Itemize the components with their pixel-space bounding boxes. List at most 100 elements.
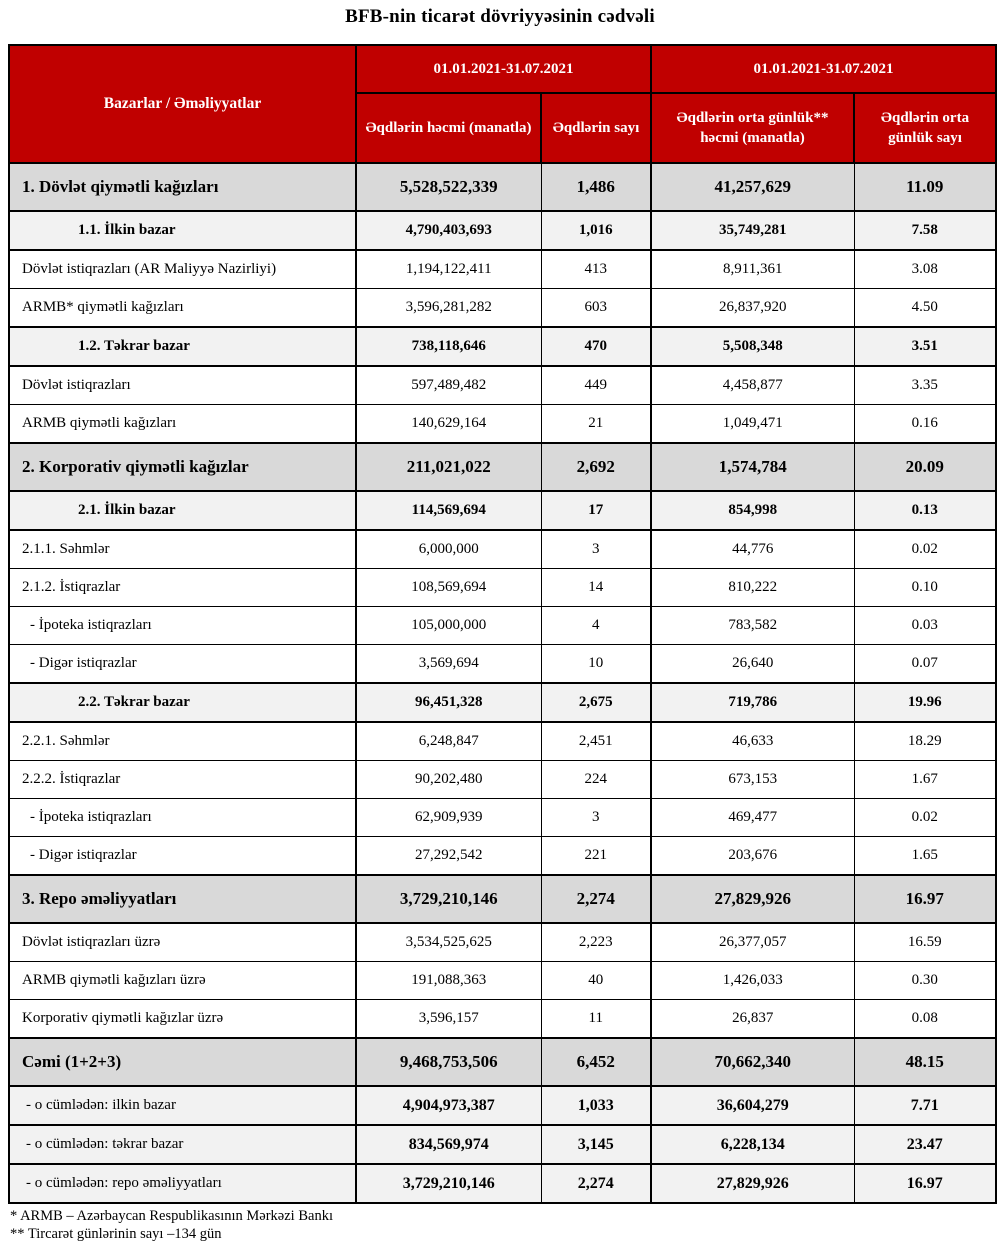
table-row: 1.2. Təkrar bazar 738,118,646 470 5,508,348…	[8, 326, 997, 367]
row-value: 1,016	[540, 210, 652, 251]
row-label: 1.2. Təkrar bazar	[8, 326, 357, 367]
row-value: 46,633	[650, 721, 855, 761]
row-value: 191,088,363	[355, 961, 542, 1000]
row-value: 2,274	[540, 874, 652, 924]
table-row: Dövlət istiqrazları (AR Maliyyə Nazirliy…	[8, 249, 997, 289]
table-row: - o cümlədən: ilkin bazar 4,904,973,387 1,…	[8, 1085, 997, 1126]
row-value: 0.30	[853, 961, 997, 1000]
table-row: 1.1. İlkin bazar 4,790,403,693 1,016 35,749…	[8, 210, 997, 251]
table-row: 2.1. İlkin bazar 114,569,694 17 854,998 0.13	[8, 490, 997, 531]
row-value: 21	[540, 404, 652, 444]
column-header-avg-daily-count: Əqdlərin orta günlük sayı	[853, 92, 997, 164]
header-row-periods: Bazarlar / Əməliyyatlar 01.01.2021-31.07…	[8, 44, 997, 164]
row-value: 114,569,694	[355, 490, 542, 531]
row-label: Dövlət istiqrazları üzrə	[8, 922, 357, 962]
row-value: 2,223	[540, 922, 652, 962]
row-value: 2,692	[540, 442, 652, 492]
row-label: - İpoteka istiqrazları	[8, 798, 357, 837]
row-label: Cəmi (1+2+3)	[8, 1037, 357, 1087]
period-header-1: 01.01.2021-31.07.2021	[355, 44, 652, 94]
row-value: 7.71	[853, 1085, 997, 1126]
row-value: 5,508,348	[650, 326, 855, 367]
row-value: 3	[540, 529, 652, 569]
row-value: 41,257,629	[650, 162, 855, 212]
table-row: Dövlət istiqrazları üzrə 3,534,525,625 2,2…	[8, 922, 997, 962]
row-label: 2.1. İlkin bazar	[8, 490, 357, 531]
row-value: 8,911,361	[650, 249, 855, 289]
row-value: 0.13	[853, 490, 997, 531]
row-value: 2,451	[540, 721, 652, 761]
table-row: ARMB qiymətli kağızları üzrə 191,088,363 4…	[8, 961, 997, 1000]
row-value: 14	[540, 568, 652, 607]
row-value: 19.96	[853, 682, 997, 723]
row-value: 1.67	[853, 760, 997, 799]
row-label: ARMB qiymətli kağızları üzrə	[8, 961, 357, 1000]
row-label: - o cümlədən: təkrar bazar	[8, 1124, 357, 1165]
row-value: 0.02	[853, 529, 997, 569]
row-value: 783,582	[650, 606, 855, 645]
row-value: 834,569,974	[355, 1124, 542, 1165]
row-value: 4	[540, 606, 652, 645]
table-row: 2.1.1. Səhmlər 6,000,000 3 44,776 0.02	[8, 529, 997, 569]
row-value: 140,629,164	[355, 404, 542, 444]
row-value: 0.16	[853, 404, 997, 444]
row-value: 603	[540, 288, 652, 328]
table-row: - Digər istiqrazlar 27,292,542 221 203,676 1…	[8, 836, 997, 876]
row-value: 1,194,122,411	[355, 249, 542, 289]
table-header: Bazarlar / Əməliyyatlar 01.01.2021-31.07…	[8, 44, 997, 164]
row-value: 4,904,973,387	[355, 1085, 542, 1126]
table-row: 1. Dövlət qiymətli kağızları 5,528,522,33…	[8, 162, 997, 212]
row-label: Dövlət istiqrazları	[8, 365, 357, 405]
row-value: 1,426,033	[650, 961, 855, 1000]
row-value: 3,569,694	[355, 644, 542, 684]
row-label: 1.1. İlkin bazar	[8, 210, 357, 251]
row-value: 26,837	[650, 999, 855, 1039]
footnote-armb: * ARMB – Azərbaycan Respublikasının Mərk…	[10, 1208, 333, 1224]
row-value: 1,033	[540, 1085, 652, 1126]
row-value: 4,458,877	[650, 365, 855, 405]
row-value: 3.08	[853, 249, 997, 289]
row-label: 2.2.2. İstiqrazlar	[8, 760, 357, 799]
row-label: 3. Repo əməliyyatları	[8, 874, 357, 924]
row-value: 3,145	[540, 1124, 652, 1165]
row-value: 70,662,340	[650, 1037, 855, 1087]
row-value: 62,909,939	[355, 798, 542, 837]
column-header-deal-volume: Əqdlərin həcmi (manatla)	[355, 92, 542, 164]
row-value: 2,675	[540, 682, 652, 723]
row-value: 0.08	[853, 999, 997, 1039]
row-value: 221	[540, 836, 652, 876]
row-label: 2.1.2. İstiqrazlar	[8, 568, 357, 607]
trading-turnover-table: Bazarlar / Əməliyyatlar 01.01.2021-31.07…	[8, 44, 997, 1204]
period-header-2: 01.01.2021-31.07.2021	[650, 44, 997, 94]
table-row: ARMB qiymətli kağızları 140,629,164 21 1,04…	[8, 404, 997, 444]
table-row: Cəmi (1+2+3) 9,468,753,506 6,452 70,662,340…	[8, 1037, 997, 1087]
row-label: - o cümlədən: ilkin bazar	[8, 1085, 357, 1126]
row-value: 224	[540, 760, 652, 799]
row-value: 5,528,522,339	[355, 162, 542, 212]
row-label: 2. Korporativ qiymətli kağızlar	[8, 442, 357, 492]
row-value: 105,000,000	[355, 606, 542, 645]
row-value: 16.97	[853, 874, 997, 924]
row-value: 469,477	[650, 798, 855, 837]
table-row: 3. Repo əməliyyatları 3,729,210,146 2,274 2…	[8, 874, 997, 924]
row-value: 17	[540, 490, 652, 531]
row-value: 96,451,328	[355, 682, 542, 723]
row-value: 40	[540, 961, 652, 1000]
row-value: 449	[540, 365, 652, 405]
column-header-markets-operations: Bazarlar / Əməliyyatlar	[8, 44, 357, 164]
table-body: 1. Dövlət qiymətli kağızları 5,528,522,33…	[8, 162, 997, 1204]
row-label: - İpoteka istiqrazları	[8, 606, 357, 645]
row-value: 3.35	[853, 365, 997, 405]
row-value: 1.65	[853, 836, 997, 876]
table-row: - İpoteka istiqrazları 105,000,000 4 783,58…	[8, 606, 997, 645]
row-value: 0.03	[853, 606, 997, 645]
row-value: 3,729,210,146	[355, 1163, 542, 1204]
row-label: 2.1.1. Səhmlər	[8, 529, 357, 569]
row-value: 26,640	[650, 644, 855, 684]
row-label: 2.2. Təkrar bazar	[8, 682, 357, 723]
row-value: 673,153	[650, 760, 855, 799]
row-value: 7.58	[853, 210, 997, 251]
row-value: 203,676	[650, 836, 855, 876]
row-value: 6,228,134	[650, 1124, 855, 1165]
page-title: BFB-nin ticarət dövriyyəsinin cədvəli	[345, 6, 655, 27]
